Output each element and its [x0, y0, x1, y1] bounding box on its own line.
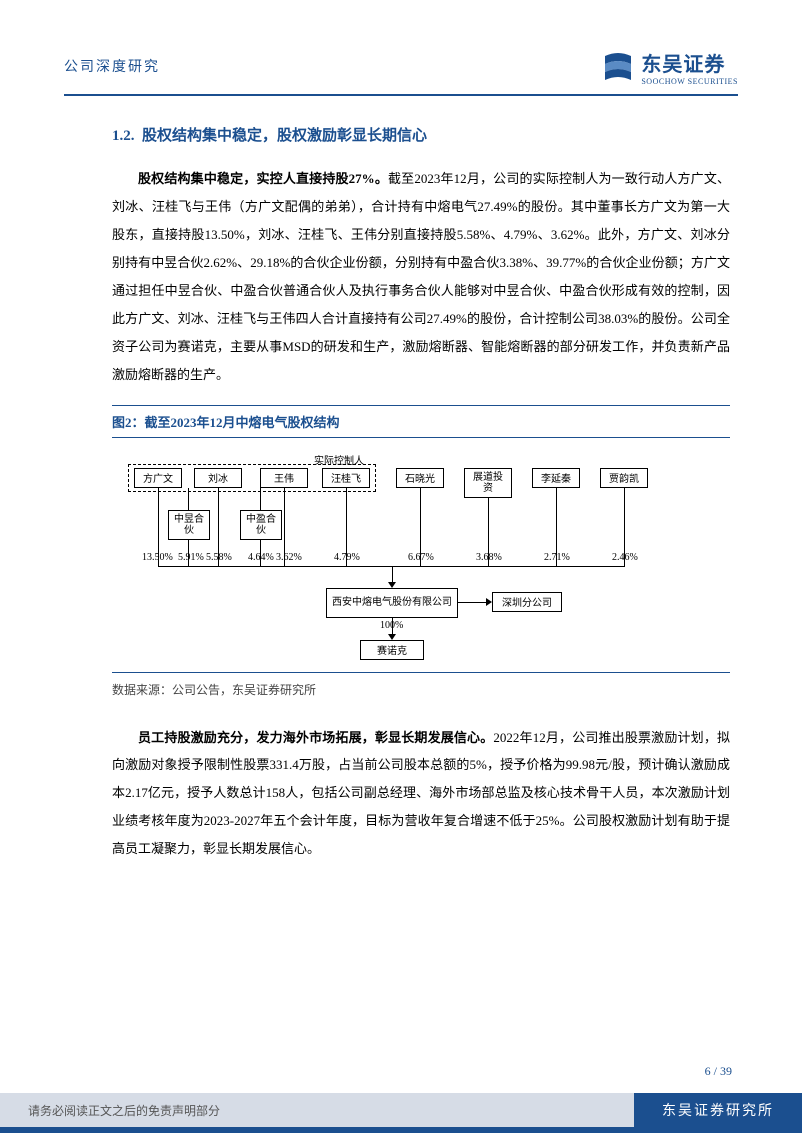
logo-text-en: SOOCHOW SECURITIES: [641, 77, 738, 86]
figure-bottom-line: [112, 672, 730, 673]
line: [188, 550, 189, 566]
doc-type: 公司深度研究: [64, 48, 160, 76]
node-zyhh2: 中盈合伙: [240, 510, 282, 540]
node-branch: 深圳分公司: [492, 592, 562, 612]
node-company: 西安中熔电气股份有限公司: [326, 588, 458, 618]
para1-lead: 股权结构集中稳定，实控人直接持股27%。: [138, 171, 388, 186]
line: [420, 488, 421, 550]
node-lyq: 李延秦: [532, 468, 580, 488]
line: [284, 488, 285, 550]
figure-title: 截至2023年12月中熔电气股权结构: [145, 415, 340, 430]
node-sxg: 石晓光: [396, 468, 444, 488]
para2-lead: 员工持股激励充分，发力海外市场拓展，彰显长期发展信心。: [138, 730, 493, 745]
pct-1: 5.91%: [178, 552, 204, 563]
node-subsidiary: 赛诺克: [360, 640, 424, 660]
line: [556, 550, 557, 566]
line: [624, 550, 625, 566]
line: [158, 550, 159, 566]
header-divider: [64, 94, 738, 96]
line: [488, 498, 489, 550]
node-zdtz: 展道投资: [464, 468, 512, 498]
node-lb: 刘冰: [194, 468, 242, 488]
page-number: 6 / 39: [705, 1064, 732, 1079]
line: [488, 550, 489, 566]
node-jyk: 贾韵凯: [600, 468, 648, 488]
logo-icon: [601, 50, 635, 84]
figure-label: 图2：: [112, 415, 145, 430]
para2-body: 2022年12月，公司推出股票激励计划，拟向激励对象授予限制性股票331.4万股…: [112, 730, 730, 857]
section-heading: 股权结构集中稳定，股权激励彰显长期信心: [142, 128, 427, 144]
line: [218, 550, 219, 566]
page-footer: 6 / 39 请务必阅读正文之后的免责声明部分 东吴证券研究所: [0, 1093, 802, 1133]
line: [458, 602, 488, 603]
line: [188, 540, 189, 550]
para1-body: 截至2023年12月，公司的实际控制人为一致行动人方广文、刘冰、汪桂飞与王伟（方…: [112, 171, 730, 382]
paragraph-2: 员工持股激励充分，发力海外市场拓展，彰显长期发展信心。2022年12月，公司推出…: [112, 724, 730, 864]
line: [284, 550, 285, 566]
brand-logo: 东吴证券 SOOCHOW SECURITIES: [601, 48, 738, 86]
pct-4: 3.62%: [276, 552, 302, 563]
section-number: 1.2.: [112, 128, 135, 144]
paragraph-1: 股权结构集中稳定，实控人直接持股27%。截至2023年12月，公司的实际控制人为…: [112, 165, 730, 389]
company-label: 西安中熔电气股份有限公司: [332, 597, 452, 609]
figure-source: 数据来源：公司公告，东吴证券研究所: [112, 681, 730, 698]
line: [218, 488, 219, 550]
ownership-diagram: 实际控制人 方广文 刘冰 王伟 汪桂飞 石晓光 展道投资 李延秦 贾韵凯 中昱合…: [112, 452, 730, 662]
line: [556, 488, 557, 550]
line: [260, 550, 261, 566]
node-fgw: 方广文: [134, 468, 182, 488]
node-wgf: 汪桂飞: [322, 468, 370, 488]
logo-text-cn: 东吴证券: [641, 48, 738, 77]
footer-accent: [0, 1127, 802, 1133]
node-zyhh: 中昱合伙: [168, 510, 210, 540]
footer-disclaimer: 请务必阅读正文之后的免责声明部分: [0, 1093, 634, 1127]
figure-title-bar: 图2：截至2023年12月中熔电气股权结构: [112, 405, 730, 438]
line: [260, 540, 261, 550]
line: [420, 550, 421, 566]
section-title: 1.2. 股权结构集中稳定，股权激励彰显长期信心: [112, 124, 730, 145]
line: [346, 550, 347, 566]
line: [158, 488, 159, 550]
page-header: 公司深度研究 东吴证券 SOOCHOW SECURITIES: [64, 48, 738, 86]
line: [346, 488, 347, 550]
node-ww: 王伟: [260, 468, 308, 488]
footer-org: 东吴证券研究所: [634, 1093, 802, 1127]
line: [260, 488, 261, 510]
line: [188, 488, 189, 510]
line: [624, 488, 625, 550]
